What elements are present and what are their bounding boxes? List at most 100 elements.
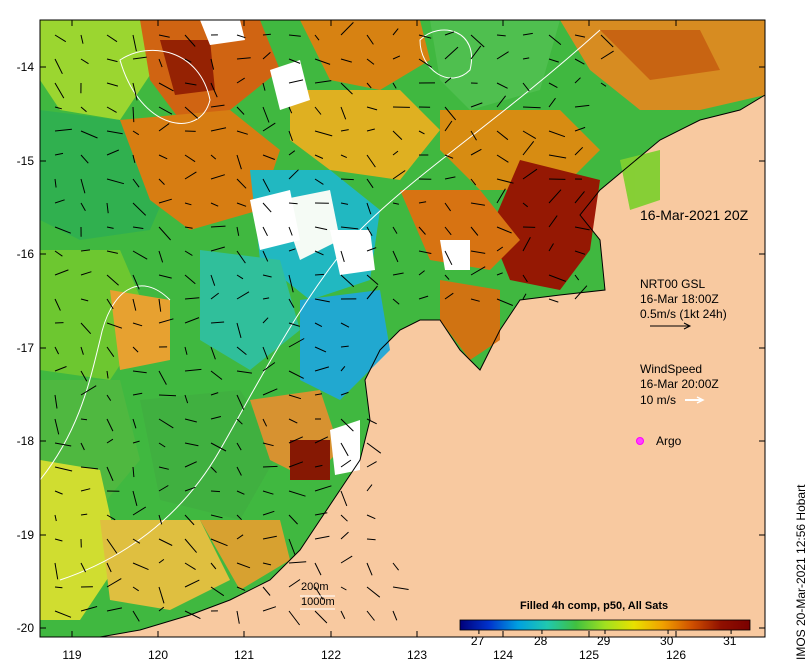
current-vector	[106, 538, 118, 554]
current-vector	[184, 418, 197, 423]
current-vector	[158, 370, 167, 385]
current-vector	[340, 586, 347, 591]
current-vector	[314, 250, 324, 256]
current-vector	[54, 586, 63, 589]
current-vector	[366, 586, 381, 598]
current-vector	[54, 514, 57, 522]
current-vector	[106, 418, 114, 432]
coastline	[99, 94, 765, 637]
current-vector	[288, 274, 294, 293]
current-vector	[444, 250, 453, 266]
current-vector	[236, 562, 251, 569]
current-vector	[574, 126, 586, 132]
current-vector	[80, 34, 84, 44]
current-vector	[106, 202, 109, 214]
current-vector	[392, 150, 399, 156]
current-vector	[80, 513, 88, 516]
current-vector	[366, 128, 375, 132]
current-vector	[158, 298, 162, 312]
current-vector	[366, 285, 378, 300]
current-vector	[184, 514, 195, 526]
current-vector	[210, 127, 227, 132]
current-vector	[210, 416, 222, 420]
colorbar-tick-label: 29	[597, 634, 611, 648]
current-vector	[392, 586, 409, 590]
current-vector	[158, 558, 165, 564]
current-vector	[210, 274, 216, 286]
current-vector	[288, 579, 301, 588]
current-vector	[340, 202, 349, 205]
current-vector	[132, 506, 147, 516]
current-vector	[132, 392, 143, 396]
current-vector	[340, 250, 345, 263]
current-vector	[288, 106, 293, 114]
current-vector	[106, 562, 112, 573]
current-vector	[132, 298, 137, 311]
current-vector	[366, 610, 375, 621]
current-vector	[522, 32, 533, 36]
isobath-200-label: 200m	[301, 581, 329, 593]
current-vector	[366, 514, 376, 520]
lat-label-15: -15	[16, 154, 34, 168]
current-vector	[314, 512, 328, 516]
current-vector	[366, 34, 374, 45]
current-vector	[340, 345, 349, 348]
current-vector	[210, 562, 217, 570]
current-vector	[262, 33, 271, 36]
current-vector	[314, 34, 320, 41]
current-vector	[210, 538, 228, 547]
current-vector	[158, 178, 165, 185]
current-vector	[366, 461, 377, 468]
current-vector	[262, 226, 268, 237]
current-vector	[262, 510, 275, 516]
current-vector	[522, 237, 531, 252]
current-vector	[184, 346, 188, 355]
current-legend-time: 16-Mar 18:00Z	[640, 292, 719, 306]
current-vector	[132, 56, 147, 60]
current-scale-arrowhead	[683, 322, 692, 330]
current-vector	[158, 58, 163, 68]
current-vector	[132, 154, 136, 163]
current-vector	[184, 461, 197, 468]
current-vector	[54, 610, 72, 618]
current-vector	[288, 538, 296, 555]
current-vector	[106, 149, 119, 156]
current-vector	[288, 79, 304, 84]
current-vector	[444, 106, 457, 121]
credit-text: IMOS 20-Mar-2021 12:56 Hobart	[794, 484, 808, 660]
current-vector	[132, 178, 140, 188]
current-vector	[314, 273, 325, 276]
current-vector	[106, 346, 115, 357]
current-vector	[236, 466, 242, 476]
current-vector	[548, 34, 562, 45]
lon-label-123: 123	[406, 648, 428, 662]
lat-label-14: -14	[16, 60, 34, 74]
current-vector	[340, 178, 354, 181]
current-vector	[236, 394, 245, 410]
current-vector	[236, 534, 244, 540]
current-vector	[340, 129, 349, 132]
current-vector	[158, 106, 173, 115]
current-vector	[314, 154, 324, 159]
current-vector	[522, 106, 541, 109]
current-vector	[288, 418, 298, 424]
wind-legend-name: WindSpeed	[640, 362, 703, 376]
current-vector	[574, 191, 585, 204]
current-vector	[262, 606, 277, 612]
current-vector	[158, 123, 170, 132]
current-vector	[392, 202, 399, 205]
current-vector	[262, 106, 270, 123]
current-vector	[340, 82, 353, 95]
current-vector	[54, 128, 72, 132]
current-vector	[522, 274, 528, 283]
current-vector	[548, 298, 559, 303]
current-vector	[262, 317, 269, 324]
cloud-gaps	[200, 20, 470, 475]
current-vector	[158, 154, 168, 160]
current-vector	[236, 514, 242, 521]
current-vector	[262, 586, 271, 596]
current-vectors	[54, 22, 614, 626]
current-vector	[54, 82, 65, 99]
current-vector	[366, 226, 373, 237]
current-vector	[366, 154, 376, 168]
